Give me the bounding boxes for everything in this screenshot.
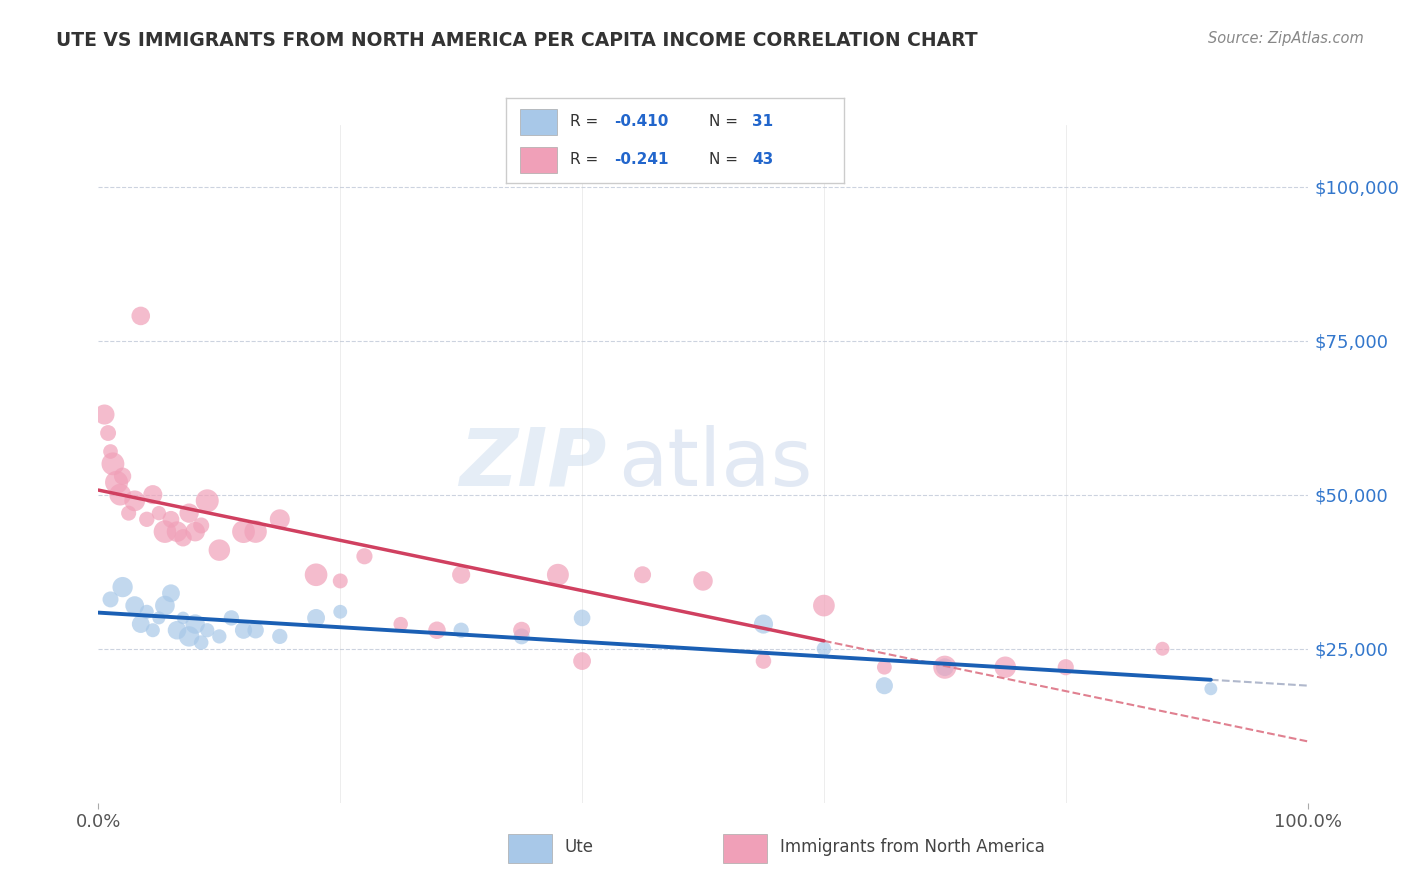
- Point: [329, 574, 352, 588]
- Point: [450, 624, 472, 638]
- Point: [153, 599, 176, 613]
- Text: ZIP: ZIP: [458, 425, 606, 503]
- Point: [111, 580, 134, 594]
- Point: [195, 493, 218, 508]
- Point: [153, 524, 176, 539]
- Point: [184, 524, 207, 539]
- Point: [813, 641, 835, 656]
- Point: [129, 309, 152, 323]
- Point: [329, 605, 352, 619]
- Point: [148, 506, 170, 520]
- Point: [108, 488, 131, 502]
- Point: [232, 524, 254, 539]
- Point: [208, 629, 231, 643]
- Point: [269, 629, 291, 643]
- Point: [269, 512, 291, 526]
- Point: [232, 624, 254, 638]
- Point: [124, 599, 146, 613]
- Text: N =: N =: [709, 153, 738, 168]
- Point: [160, 512, 183, 526]
- Point: [305, 611, 328, 625]
- Point: [305, 567, 328, 582]
- Text: -0.241: -0.241: [614, 153, 669, 168]
- Point: [101, 457, 124, 471]
- Text: atlas: atlas: [619, 425, 813, 503]
- Text: UTE VS IMMIGRANTS FROM NORTH AMERICA PER CAPITA INCOME CORRELATION CHART: UTE VS IMMIGRANTS FROM NORTH AMERICA PER…: [56, 31, 977, 50]
- Text: R =: R =: [571, 114, 599, 129]
- Point: [208, 543, 231, 558]
- Point: [135, 605, 157, 619]
- Point: [160, 586, 183, 600]
- Point: [221, 611, 243, 625]
- Point: [353, 549, 375, 564]
- Point: [135, 512, 157, 526]
- Point: [510, 629, 533, 643]
- Text: N =: N =: [709, 114, 738, 129]
- Point: [547, 567, 569, 582]
- Point: [934, 660, 956, 674]
- FancyBboxPatch shape: [520, 109, 557, 135]
- Point: [172, 611, 194, 625]
- Point: [389, 617, 412, 632]
- Point: [190, 635, 212, 649]
- Text: 31: 31: [752, 114, 773, 129]
- Point: [124, 493, 146, 508]
- Point: [142, 624, 165, 638]
- Point: [571, 611, 593, 625]
- Point: [195, 624, 218, 638]
- Point: [1152, 641, 1174, 656]
- Point: [692, 574, 714, 588]
- Point: [631, 567, 654, 582]
- Point: [148, 611, 170, 625]
- Point: [571, 654, 593, 668]
- Point: [1054, 660, 1077, 674]
- Text: Immigrants from North America: Immigrants from North America: [779, 838, 1045, 856]
- Point: [93, 408, 115, 422]
- Text: Source: ZipAtlas.com: Source: ZipAtlas.com: [1208, 31, 1364, 46]
- Point: [752, 617, 775, 632]
- Point: [245, 624, 267, 638]
- Point: [166, 624, 188, 638]
- Point: [873, 660, 896, 674]
- Point: [934, 660, 956, 674]
- Text: 43: 43: [752, 153, 773, 168]
- Point: [426, 624, 449, 638]
- Point: [166, 524, 188, 539]
- Point: [97, 425, 120, 440]
- Point: [245, 524, 267, 539]
- Point: [179, 506, 201, 520]
- Point: [873, 679, 896, 693]
- FancyBboxPatch shape: [508, 834, 551, 863]
- Point: [100, 444, 122, 458]
- Text: -0.410: -0.410: [614, 114, 668, 129]
- Point: [813, 599, 835, 613]
- Point: [179, 629, 201, 643]
- Point: [142, 488, 165, 502]
- Point: [129, 617, 152, 632]
- Point: [752, 654, 775, 668]
- Point: [105, 475, 128, 490]
- Point: [100, 592, 122, 607]
- FancyBboxPatch shape: [723, 834, 768, 863]
- Point: [510, 624, 533, 638]
- FancyBboxPatch shape: [520, 147, 557, 173]
- Point: [118, 506, 141, 520]
- Point: [184, 617, 207, 632]
- Point: [172, 531, 194, 545]
- Point: [450, 567, 472, 582]
- Point: [190, 518, 212, 533]
- Point: [994, 660, 1017, 674]
- Text: R =: R =: [571, 153, 599, 168]
- Point: [111, 469, 134, 483]
- Text: Ute: Ute: [565, 838, 593, 856]
- Point: [1199, 681, 1222, 696]
